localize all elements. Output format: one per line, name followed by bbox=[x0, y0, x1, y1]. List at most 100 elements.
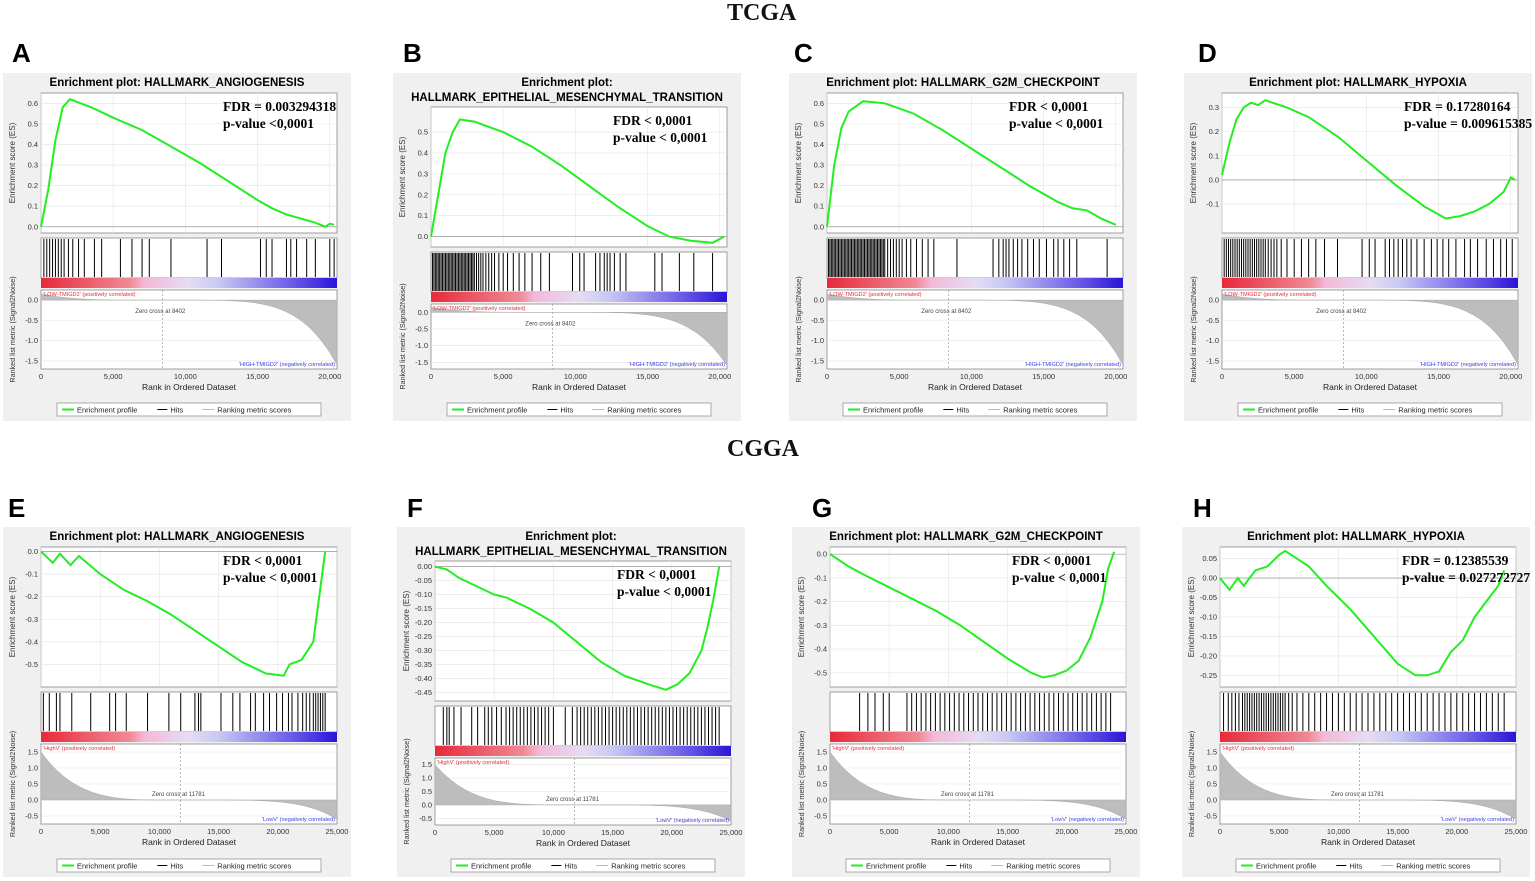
legend-hits: Hits bbox=[170, 406, 183, 415]
x-tick-label: 20,000 bbox=[1499, 372, 1522, 381]
plot-title: Enrichment plot: HALLMARK_HYPOXIA bbox=[1249, 77, 1467, 89]
legend-hits: Hits bbox=[1351, 406, 1364, 415]
rank-ylabel: Ranked list metric (Signal2Noise) bbox=[797, 731, 806, 837]
plot-title: Enrichment plot: HALLMARK_ANGIOGENESIS bbox=[50, 531, 305, 543]
negative-label: 'LowV' (negatively correlated) bbox=[1051, 817, 1124, 823]
rank-ylabel: Ranked list metric (Signal2Noise) bbox=[1187, 731, 1196, 837]
plot-title: Enrichment plot: bbox=[521, 77, 612, 89]
plot-title: Enrichment plot: HALLMARK_HYPOXIA bbox=[1247, 531, 1465, 543]
ranking-color-bar bbox=[41, 732, 337, 742]
legend-ranking-metric: Ranking metric scores bbox=[1006, 862, 1080, 871]
legend-box bbox=[1235, 858, 1501, 873]
es-tick-label: -0.30 bbox=[415, 646, 432, 655]
plot-title: Enrichment plot: HALLMARK_G2M_CHECKPOINT bbox=[829, 531, 1102, 543]
rank-tick-label: -1.0 bbox=[25, 336, 38, 345]
es-tick-label: -0.5 bbox=[25, 660, 38, 669]
x-tick-label: 25,000 bbox=[326, 827, 349, 836]
es-tick-label: 0.6 bbox=[814, 99, 824, 108]
rank-tick-label: -1.0 bbox=[811, 336, 824, 345]
legend-box bbox=[1237, 402, 1503, 417]
legend-hits: Hits bbox=[959, 862, 972, 871]
es-tick-label: 0.1 bbox=[28, 202, 38, 211]
x-tick-label: 15,000 bbox=[1032, 372, 1055, 381]
negative-label: 'HIGH-TMIGD2' (negatively correlated) bbox=[1025, 362, 1121, 368]
rank-tick-label: -0.5 bbox=[25, 316, 38, 325]
x-axis-label: Rank in Ordered Dataset bbox=[1323, 382, 1418, 392]
x-tick-label: 20,000 bbox=[660, 828, 683, 837]
x-tick-label: 0 bbox=[39, 372, 43, 381]
es-tick-label: -0.15 bbox=[1200, 632, 1217, 641]
panel-letter-a: A bbox=[12, 38, 31, 68]
x-tick-label: 15,000 bbox=[636, 372, 659, 381]
es-tick-label: -0.1 bbox=[1206, 200, 1219, 209]
ranking-metric-area bbox=[829, 751, 1127, 820]
rank-ylabel: Ranked list metric (Signal2Noise) bbox=[1189, 276, 1198, 382]
es-tick-label: 0.5 bbox=[814, 119, 824, 128]
es-tick-label: -0.3 bbox=[814, 621, 827, 630]
plot-title: Enrichment plot: bbox=[525, 531, 616, 543]
rank-tick-label: 0.0 bbox=[422, 800, 432, 809]
x-tick-label: 0 bbox=[433, 828, 437, 837]
x-tick-label: 10,000 bbox=[960, 372, 983, 381]
rank-tick-label: 0.5 bbox=[817, 780, 827, 789]
es-tick-label: 0.2 bbox=[1209, 127, 1219, 136]
x-tick-label: 5,000 bbox=[890, 372, 909, 381]
es-tick-label: -0.35 bbox=[415, 660, 432, 669]
es-tick-label: -0.3 bbox=[25, 615, 38, 624]
gsea-panel-d: Enrichment plot: HALLMARK_HYPOXIA 0.3 0.2 0… bbox=[1184, 73, 1532, 421]
legend-hits: Hits bbox=[560, 406, 573, 415]
es-tick-label: 0.2 bbox=[418, 190, 428, 199]
x-tick-label: 10,000 bbox=[937, 827, 960, 836]
hits-area bbox=[40, 237, 338, 279]
zero-cross-label: Zero cross at 8402 bbox=[135, 309, 186, 315]
panel-letter-d: D bbox=[1198, 38, 1217, 68]
rank-ylabel: Ranked list metric (Signal2Noise) bbox=[8, 731, 17, 837]
ranking-color-bar bbox=[827, 278, 1123, 288]
stat-text: p-value = 0.027272727 bbox=[1402, 570, 1530, 585]
x-tick-label: 20,000 bbox=[318, 372, 341, 381]
panel-letter-f: F bbox=[407, 493, 423, 523]
rank-tick-label: 1.5 bbox=[28, 748, 38, 757]
rank-tick-label: -1.5 bbox=[415, 358, 428, 367]
enrichment-profile-line bbox=[826, 100, 1117, 227]
es-tick-label: -0.4 bbox=[814, 645, 827, 654]
x-tick-label: 0 bbox=[1218, 827, 1222, 836]
rank-tick-label: 0.0 bbox=[28, 796, 38, 805]
rank-ylabel: Ranked list metric (Signal2Noise) bbox=[398, 283, 407, 389]
es-tick-label: -0.1 bbox=[25, 570, 38, 579]
hits-area bbox=[434, 705, 732, 747]
legend-ranking-metric: Ranking metric scores bbox=[607, 406, 681, 415]
es-tick-label: 0.0 bbox=[817, 550, 827, 559]
legend-ranking-metric: Ranking metric scores bbox=[611, 862, 685, 871]
zero-cross-label: Zero cross at 11781 bbox=[546, 797, 600, 803]
ranking-metric-area bbox=[40, 293, 338, 366]
rank-tick-label: 0.5 bbox=[1207, 780, 1217, 789]
x-tick-label: 5,000 bbox=[104, 372, 123, 381]
rank-tick-label: -0.5 bbox=[811, 316, 824, 325]
rank-tick-label: -1.0 bbox=[415, 341, 428, 350]
x-tick-label: 20,000 bbox=[708, 372, 731, 381]
rank-tick-label: 0.5 bbox=[28, 780, 38, 789]
section-title-tcga: TCGA bbox=[727, 0, 797, 26]
stat-text: p-value <0,0001 bbox=[223, 116, 314, 131]
es-tick-label: 0.2 bbox=[814, 181, 824, 190]
x-axis-label: Rank in Ordered Dataset bbox=[142, 382, 237, 392]
stat-text: p-value < 0,0001 bbox=[1012, 570, 1107, 585]
positive-label: 'HighV' (positively correlated) bbox=[1222, 746, 1294, 752]
legend-enrichment-profile: Enrichment profile bbox=[77, 406, 137, 415]
es-tick-label: 0.0 bbox=[28, 222, 38, 231]
rank-tick-label: -1.5 bbox=[25, 356, 38, 365]
stat-text: FDR < 0,0001 bbox=[1009, 99, 1089, 114]
x-tick-label: 5,000 bbox=[91, 827, 110, 836]
legend-hits: Hits bbox=[170, 862, 183, 871]
x-tick-label: 15,000 bbox=[207, 827, 230, 836]
zero-cross-label: Zero cross at 11781 bbox=[1331, 792, 1385, 798]
es-tick-label: -0.20 bbox=[1200, 651, 1217, 660]
stat-text: FDR < 0,0001 bbox=[617, 567, 697, 582]
es-ylabel: Enrichment score (ES) bbox=[1187, 576, 1196, 657]
negative-label: 'HIGH-TMIGD2' (negatively correlated) bbox=[1420, 362, 1516, 368]
rank-tick-label: -0.5 bbox=[1206, 316, 1219, 325]
plot-title: Enrichment plot: HALLMARK_ANGIOGENESIS bbox=[50, 77, 305, 89]
es-tick-label: 0.3 bbox=[418, 169, 428, 178]
stat-text: FDR < 0,0001 bbox=[613, 113, 693, 128]
